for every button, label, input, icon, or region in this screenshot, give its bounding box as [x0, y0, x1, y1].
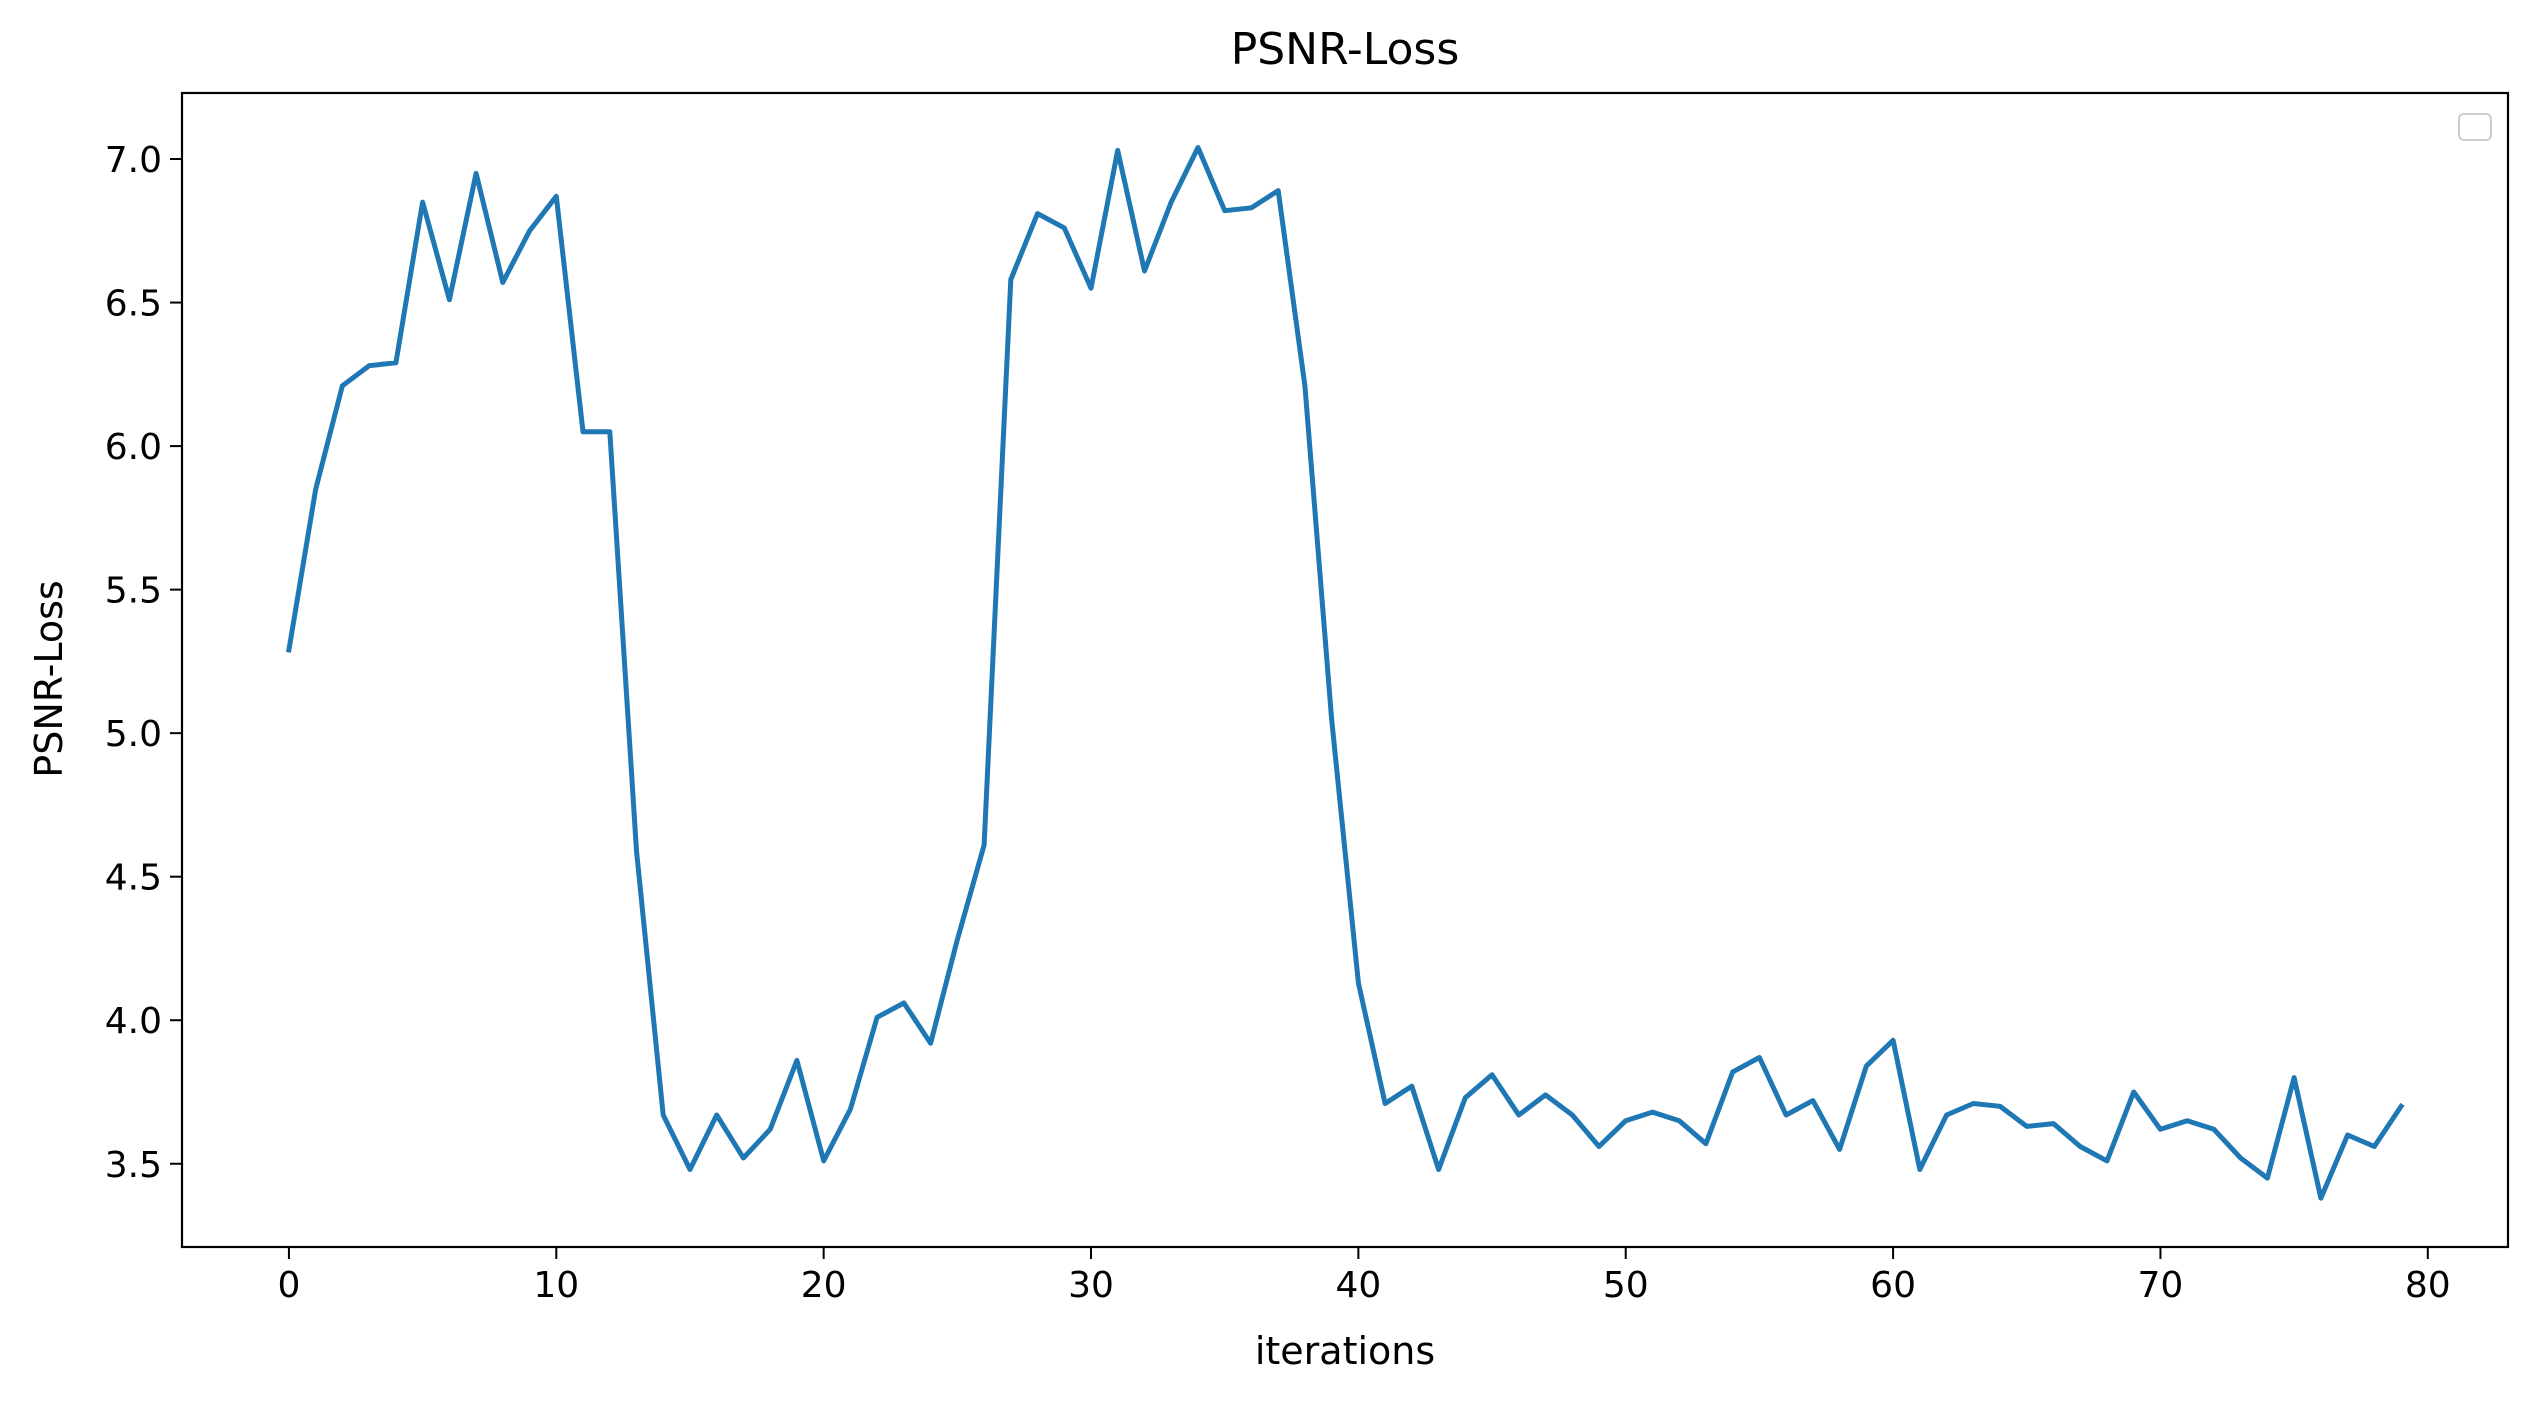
x-tick-label: 80 [2405, 1265, 2451, 1306]
y-tick-label: 4.0 [105, 1001, 162, 1042]
x-tick-label: 60 [1870, 1265, 1916, 1306]
x-tick-label: 30 [1068, 1265, 1114, 1306]
x-tick-label: 10 [533, 1265, 579, 1306]
y-tick-label: 5.5 [105, 571, 162, 612]
y-tick-label: 4.5 [105, 858, 162, 899]
y-tick-label: 6.0 [105, 427, 162, 468]
x-tick-label: 0 [277, 1265, 300, 1306]
x-tick-label: 20 [801, 1265, 847, 1306]
x-axis-label: iterations [1255, 1329, 1435, 1373]
y-tick-label: 5.0 [105, 714, 162, 755]
y-tick-label: 3.5 [105, 1145, 162, 1186]
legend-box [2458, 113, 2492, 141]
x-tick-label: 50 [1603, 1265, 1649, 1306]
chart-title: PSNR-Loss [1231, 24, 1460, 75]
axes-frame [180, 91, 2510, 1249]
y-tick-label: 6.5 [105, 284, 162, 325]
x-tick-label: 40 [1335, 1265, 1381, 1306]
plot-area: 0 10 20 30 40 50 60 70 80 3.5 4.0 4.5 5.0 5.5 6.0 6.5 7.… [105, 91, 2510, 1306]
x-tick-label: 70 [2138, 1265, 2184, 1306]
y-axis-label: PSNR-Loss [27, 580, 71, 777]
series-line-0 [286, 145, 2405, 1201]
y-tick-label: 7.0 [105, 140, 162, 181]
